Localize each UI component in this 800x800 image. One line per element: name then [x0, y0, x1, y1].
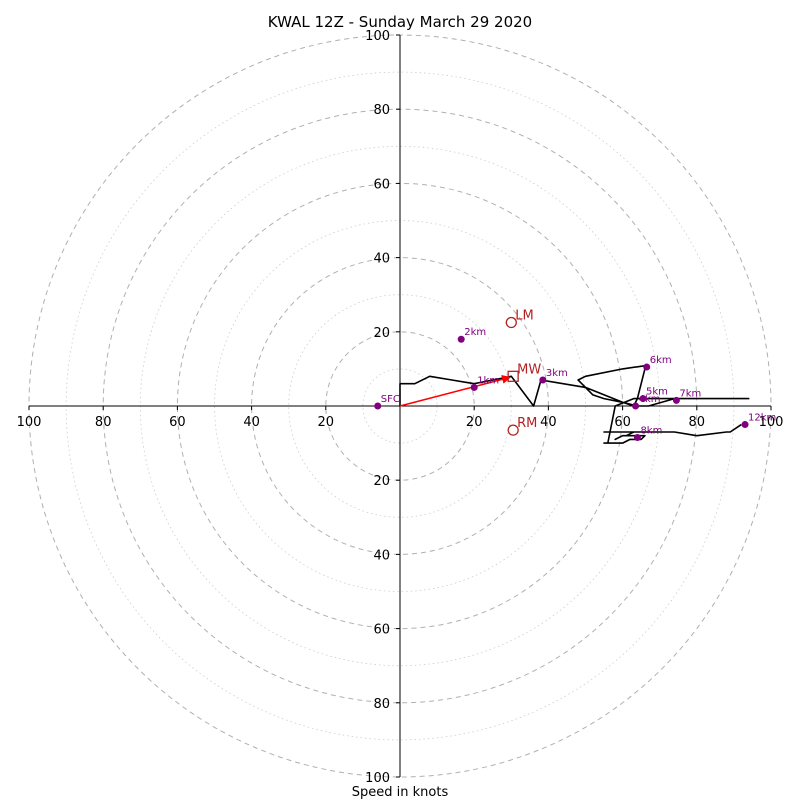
height-marker-dot — [470, 383, 478, 391]
height-marker-label: 1km — [477, 375, 499, 386]
x-tick-label: 100 — [759, 415, 784, 430]
x-tick-label: 20 — [318, 415, 335, 430]
height-marker-label: 6km — [650, 355, 672, 366]
hodograph-series — [399, 364, 750, 444]
height-marker-dot — [741, 421, 749, 429]
height-marker-dot — [639, 395, 647, 403]
hodograph-line — [399, 364, 750, 444]
height-marker-label: 3km — [546, 368, 568, 379]
height-marker-label: 2km — [464, 327, 486, 338]
tick-labels: 20 20 20 20 40 40 40 40 60 60 60 60 80 80 80 80 100 100 10… — [17, 29, 784, 786]
shear-vector — [399, 375, 512, 407]
chart-title: KWAL 12Z - Sunday March 29 2020 — [268, 13, 532, 31]
height-marker-dot — [672, 396, 680, 404]
height-marker-dot — [643, 363, 651, 371]
motion-point-circle — [507, 424, 519, 436]
y-tick-label: 60 — [373, 623, 390, 638]
y-tick-label: 100 — [365, 771, 390, 786]
height-marker-label: 5km — [646, 387, 668, 398]
motion-point-label: MW — [517, 362, 541, 377]
y-tick-label: 40 — [373, 252, 390, 267]
x-tick-label: 60 — [614, 415, 631, 430]
x-tick-label: 80 — [95, 415, 112, 430]
y-tick-label: 60 — [373, 177, 390, 192]
y-tick-label: 80 — [373, 697, 390, 712]
x-tick-label: 40 — [243, 415, 260, 430]
motion-point-circle — [505, 316, 517, 329]
y-tick-label: 100 — [365, 29, 390, 44]
x-tick-label: 80 — [689, 415, 706, 430]
x-tick-label: 40 — [540, 415, 557, 430]
height-marker-label: SFC — [381, 394, 400, 405]
height-marker-label: 8km — [640, 426, 662, 437]
x-tick-label: 60 — [169, 415, 186, 430]
x-tick-label: 100 — [17, 415, 42, 430]
motion-point-square — [507, 370, 519, 382]
height-marker-dot — [457, 335, 465, 343]
height-marker-dot — [539, 376, 547, 384]
y-tick-label: 40 — [373, 548, 390, 563]
height-marker-dot — [632, 402, 640, 410]
motion-point-label: LM — [515, 309, 533, 324]
motion-points: LM MW RM — [505, 309, 541, 436]
height-marker-dot — [633, 434, 641, 442]
height-marker-label: 7km — [679, 388, 701, 399]
height-marker-label: 12km — [748, 413, 776, 424]
x-axis-label: Speed in knots — [352, 785, 449, 800]
y-tick-label: 20 — [373, 474, 390, 489]
height-marker-label: 4km — [639, 394, 661, 405]
y-tick-label: 80 — [373, 103, 390, 118]
x-tick-label: 20 — [466, 415, 483, 430]
y-tick-label: 20 — [373, 326, 390, 341]
motion-point-label: RM — [517, 416, 537, 431]
height-marker-dot — [374, 402, 382, 410]
